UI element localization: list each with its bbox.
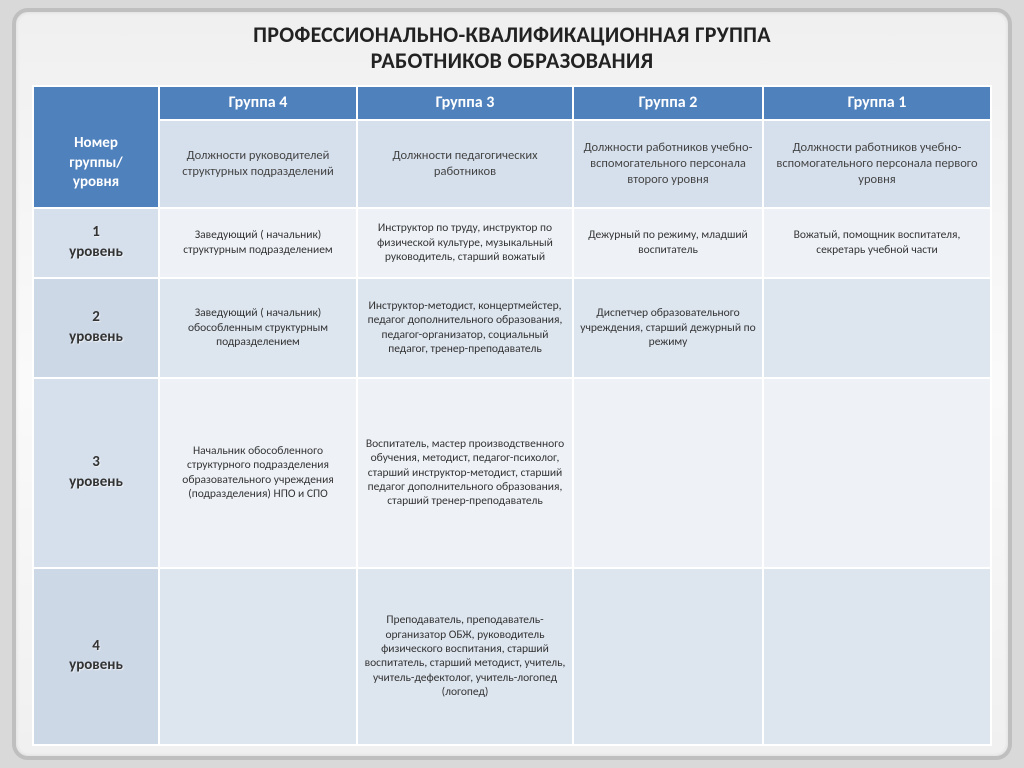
- corner-header-top: [33, 86, 159, 120]
- cell-4-g3: Преподаватель, преподаватель-организатор…: [357, 568, 573, 745]
- subheader-g2: Должности работников учебно-вспомогатель…: [573, 120, 763, 208]
- cell-2-g1: [763, 278, 991, 378]
- cell-2-g3: Инструктор-методист, концертмейстер, пед…: [357, 278, 573, 378]
- cell-1-g4: Заведующий ( начальник) структурным подр…: [159, 208, 357, 278]
- row-label-3-n: 3: [69, 453, 123, 473]
- col-header-g2: Группа 2: [573, 86, 763, 120]
- row-label-2: 2 уровень: [33, 278, 159, 378]
- cell-4-g1: [763, 568, 991, 745]
- row-label-4-t: уровень: [69, 656, 123, 676]
- row-label-header-l2: группы/: [69, 154, 122, 174]
- page-title: ПРОФЕССИОНАЛЬНО-КВАЛИФИКАЦИОННАЯ ГРУППА …: [32, 22, 992, 75]
- table-row: 3 уровень Начальник обособленного структ…: [33, 378, 991, 568]
- row-label-4: 4 уровень: [33, 568, 159, 745]
- row-label-3: 3 уровень: [33, 378, 159, 568]
- table-row: 1 уровень Заведующий ( начальник) структ…: [33, 208, 991, 278]
- row-label-2-n: 2: [69, 308, 123, 328]
- cell-1-g1: Вожатый, помощник воспитателя, секретарь…: [763, 208, 991, 278]
- table-row: 4 уровень Преподаватель, преподаватель-о…: [33, 568, 991, 745]
- cell-3-g1: [763, 378, 991, 568]
- row-label-header-l3: уровня: [69, 173, 122, 193]
- col-header-g4: Группа 4: [159, 86, 357, 120]
- cell-1-g3: Инструктор по труду, инструктор по физич…: [357, 208, 573, 278]
- cell-2-g4: Заведующий ( начальник) обособленным стр…: [159, 278, 357, 378]
- row-label-3-t: уровень: [69, 473, 123, 493]
- col-header-g3: Группа 3: [357, 86, 573, 120]
- subheader-g1: Должности работников учебно-вспомогатель…: [763, 120, 991, 208]
- cell-3-g3: Воспитатель, мастер производственного об…: [357, 378, 573, 568]
- row-label-4-n: 4: [69, 637, 123, 657]
- cell-4-g4: [159, 568, 357, 745]
- title-line-2: РАБОТНИКОВ ОБРАЗОВАНИЯ: [371, 47, 654, 74]
- qualification-table: Группа 4 Группа 3 Группа 2 Группа 1 Номе…: [32, 85, 992, 746]
- row-label-1: 1 уровень: [33, 208, 159, 278]
- row-label-header-l1: Номер: [69, 134, 122, 154]
- cell-4-g2: [573, 568, 763, 745]
- cell-2-g2: Диспетчер образовательного учреждения, с…: [573, 278, 763, 378]
- title-line-1: ПРОФЕССИОНАЛЬНО-КВАЛИФИКАЦИОННАЯ ГРУППА: [253, 21, 771, 48]
- cell-1-g2: Дежурный по режиму, младший воспитатель: [573, 208, 763, 278]
- row-label-1-t: уровень: [69, 243, 123, 263]
- table-header-row: Группа 4 Группа 3 Группа 2 Группа 1: [33, 86, 991, 120]
- cell-3-g2: [573, 378, 763, 568]
- subheader-g4: Должности руководителей структурных подр…: [159, 120, 357, 208]
- table-subheader-row: Номер группы/ уровня Должности руководит…: [33, 120, 991, 208]
- row-label-header: Номер группы/ уровня: [33, 120, 159, 208]
- slide: ПРОФЕССИОНАЛЬНО-КВАЛИФИКАЦИОННАЯ ГРУППА …: [12, 8, 1012, 760]
- table-row: 2 уровень Заведующий ( начальник) обособ…: [33, 278, 991, 378]
- col-header-g1: Группа 1: [763, 86, 991, 120]
- cell-3-g4: Начальник обособленного структурного под…: [159, 378, 357, 568]
- row-label-1-n: 1: [69, 223, 123, 243]
- row-label-2-t: уровень: [69, 328, 123, 348]
- subheader-g3: Должности педагогических работников: [357, 120, 573, 208]
